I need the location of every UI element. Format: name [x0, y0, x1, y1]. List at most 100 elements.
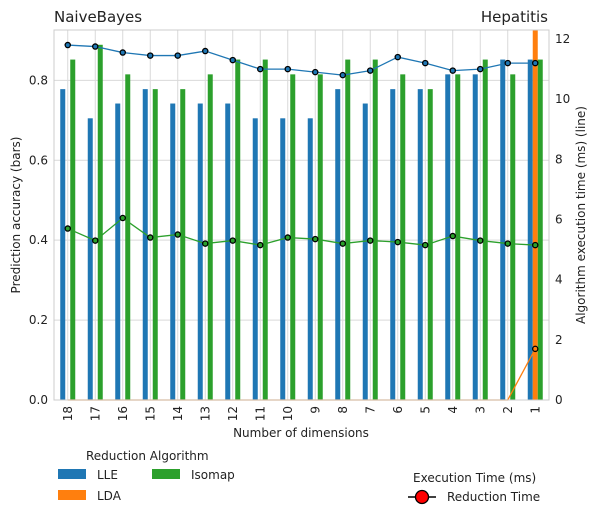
bar-lle: [197, 103, 203, 401]
time-point: [476, 237, 484, 244]
x-tick-label: 6: [391, 406, 405, 414]
bar-lle: [500, 59, 506, 401]
legend-swatch-lle: [58, 469, 86, 479]
time-point: [229, 56, 236, 64]
time-point: [146, 52, 154, 59]
y2-tick-label: 2: [555, 333, 563, 347]
x-tick-label: 9: [308, 406, 322, 414]
time-point: [64, 41, 72, 49]
bar-lle: [280, 118, 286, 400]
bar-isomap: [345, 59, 351, 401]
bar-lle: [87, 118, 93, 400]
time-point: [394, 53, 401, 61]
bar-isomap: [207, 74, 213, 400]
bar-lle: [362, 103, 368, 401]
time-point: [284, 234, 291, 241]
y2-tick-label: 0: [555, 393, 563, 407]
y-tick-label: 0.8: [29, 73, 48, 87]
legend-label-lle: LLE: [97, 468, 118, 482]
time-point: [339, 240, 346, 247]
time-lines: [64, 41, 539, 401]
time-point: [532, 345, 539, 353]
x-axis-label: Number of dimensions: [233, 426, 369, 440]
bar-isomap: [70, 59, 76, 401]
time-point: [476, 65, 484, 73]
bar-lle: [170, 103, 176, 401]
time-point: [201, 240, 209, 247]
time-point: [64, 225, 72, 232]
legend-label-lda: LDA: [97, 489, 122, 503]
legend2-label: Reduction Time: [447, 490, 540, 504]
bar-lle: [335, 89, 341, 400]
legend-swatch-lda: [58, 490, 86, 500]
time-point: [92, 43, 99, 50]
x-tick-label: 8: [336, 406, 350, 414]
time-point: [284, 65, 291, 73]
time-line-0: [67, 44, 536, 76]
legend2-title: Execution Time (ms): [413, 471, 536, 485]
bar-isomap: [372, 59, 378, 401]
bar-lle: [252, 118, 258, 400]
x-tick-label: 4: [446, 406, 460, 414]
bar-lle: [390, 89, 396, 400]
bars: [60, 30, 543, 401]
bar-isomap: [400, 74, 406, 400]
x-tick-label: 2: [501, 406, 515, 414]
time-line-1: [67, 348, 536, 401]
bar-isomap: [262, 59, 268, 401]
plot-frame: [53, 29, 550, 401]
time-point: [366, 237, 374, 244]
y2-tick-label: 12: [555, 32, 570, 46]
y-tick-label: 0.4: [29, 233, 48, 247]
y-tick-label: 0.6: [29, 153, 48, 167]
time-point: [174, 231, 181, 238]
bar-lle: [307, 118, 313, 400]
time-point: [394, 238, 401, 246]
bar-isomap: [152, 89, 158, 400]
time-point: [256, 241, 264, 249]
bar-lda: [532, 30, 538, 400]
time-point: [119, 214, 127, 222]
time-point: [92, 237, 99, 244]
y2-tick-label: 6: [555, 213, 563, 227]
time-point: [449, 232, 456, 240]
chart-title-right: Hepatitis: [481, 8, 548, 26]
x-tick-label: 10: [281, 406, 295, 421]
time-point: [339, 71, 346, 79]
time-point: [146, 234, 154, 241]
time-line-2: [67, 217, 536, 246]
time-point: [229, 237, 236, 244]
bar-isomap: [290, 74, 296, 400]
bar-lle: [472, 74, 478, 400]
x-tick-label: 5: [418, 406, 432, 414]
x-tick-label: 16: [116, 406, 130, 421]
legend-swatch-isomap: [152, 469, 180, 479]
bar-isomap: [180, 89, 186, 400]
y2-axis-label: Algorithm execution time (ms) (line): [574, 106, 588, 324]
time-point: [532, 59, 539, 67]
y-tick-label: 0.0: [29, 393, 48, 407]
time-point: [421, 59, 429, 67]
bar-isomap: [125, 74, 131, 400]
time-point: [366, 67, 374, 74]
x-tick-label: 15: [143, 406, 157, 421]
bar-lle: [60, 89, 66, 400]
bar-lle: [527, 59, 533, 401]
time-point: [256, 65, 264, 73]
x-tick-label: 14: [171, 406, 185, 421]
time-point: [201, 47, 209, 55]
x-tick-label: 18: [61, 406, 75, 421]
y-axis-label: Prediction accuracy (bars): [9, 137, 23, 294]
legend-title: Reduction Algorithm: [86, 449, 209, 463]
x-tick-label: 7: [363, 406, 377, 414]
bar-isomap: [235, 59, 241, 401]
x-tick-label: 17: [88, 406, 102, 421]
y2-tick-label: 4: [555, 273, 563, 287]
bar-lle: [115, 103, 121, 401]
legend-execution-time: Execution Time (ms) Reduction Time: [408, 471, 540, 505]
time-point: [119, 49, 127, 56]
time-point: [311, 235, 319, 243]
bar-isomap: [482, 59, 488, 401]
